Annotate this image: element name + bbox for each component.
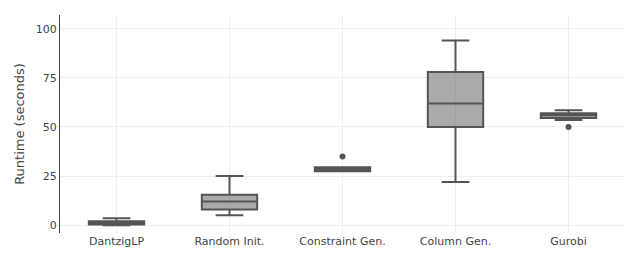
svg-text:25: 25 [43,170,57,183]
svg-text:Column Gen.: Column Gen. [420,235,491,248]
svg-text:Runtime (seconds): Runtime (seconds) [12,63,27,185]
svg-text:Gurobi: Gurobi [550,235,587,248]
svg-text:75: 75 [43,72,57,85]
svg-text:0: 0 [50,219,57,232]
svg-text:50: 50 [43,121,57,134]
svg-text:Constraint Gen.: Constraint Gen. [299,235,385,248]
svg-text:100: 100 [36,23,57,36]
svg-text:Random Init.: Random Init. [194,235,264,248]
svg-text:DantzigLP: DantzigLP [89,235,144,248]
